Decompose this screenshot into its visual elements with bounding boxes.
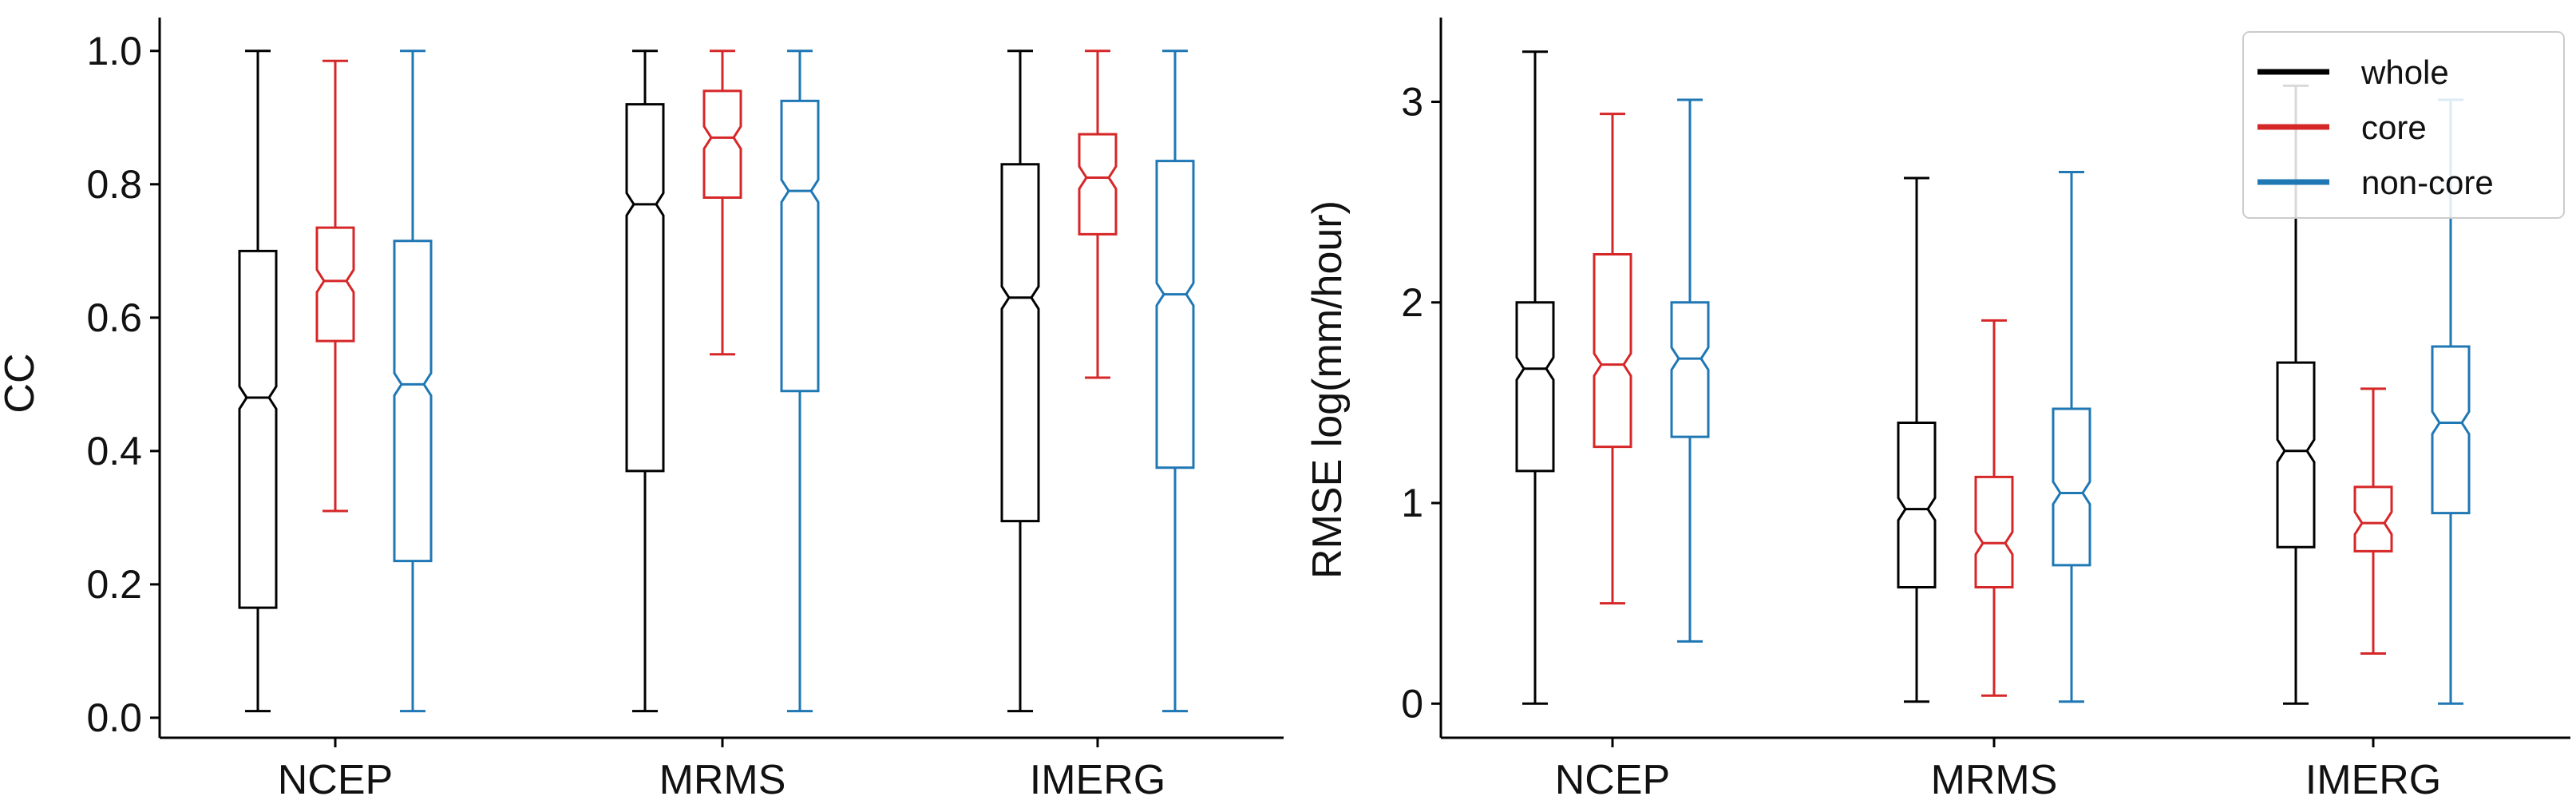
y-tick-label: 1.0 bbox=[86, 29, 142, 73]
box-whole-ncep bbox=[238, 249, 278, 609]
y-axis-title: RMSE log(mm/hour) bbox=[1304, 200, 1351, 579]
y-tick-label: 2 bbox=[1401, 280, 1423, 325]
y-tick-label: 1 bbox=[1401, 481, 1423, 525]
box-non-core-imerg bbox=[2431, 345, 2471, 515]
legend-frame bbox=[2242, 31, 2565, 219]
legend: whole core non-core bbox=[2242, 31, 2565, 219]
x-tick-label-ncep: NCEP bbox=[1555, 757, 1670, 803]
y-tick-label: 0.4 bbox=[86, 429, 142, 473]
y-tick-label: 0.0 bbox=[86, 695, 142, 740]
x-tick-label-imerg: IMERG bbox=[1030, 757, 1165, 803]
y-tick-label: 3 bbox=[1401, 80, 1423, 125]
cc-boxplot-panel: 0.0 0.2 0.4 0.6 0.8 1.0 NCEP MRMS IMERG CC bbox=[0, 18, 1284, 803]
y-tick-label: 0 bbox=[1401, 681, 1423, 726]
box-whole-imerg bbox=[2276, 361, 2316, 549]
box-whole-mrms bbox=[1897, 422, 1937, 589]
box-non-core-imerg bbox=[1155, 160, 1195, 469]
rmse-boxplot-panel: 0 1 2 3 NCEP MRMS IMERG RMSE log(mm/hour) whole c… bbox=[1304, 18, 2570, 803]
box-core-imerg bbox=[1078, 133, 1118, 236]
box-whole-imerg bbox=[1000, 163, 1040, 523]
box-non-core-mrms bbox=[780, 99, 820, 393]
box-core-ncep bbox=[315, 226, 355, 343]
y-tick-label: 0.2 bbox=[86, 562, 142, 607]
x-tick-label-imerg: IMERG bbox=[2305, 757, 2441, 803]
box-non-core-ncep bbox=[393, 240, 433, 563]
box-non-core-ncep bbox=[1670, 301, 1710, 438]
box-whole-ncep bbox=[1515, 301, 1555, 473]
y-tick-label: 0.8 bbox=[86, 162, 142, 207]
box-core-mrms bbox=[1974, 475, 2014, 589]
x-tick-label-ncep: NCEP bbox=[278, 757, 393, 803]
legend-label-whole: whole bbox=[2360, 53, 2449, 91]
box-core-mrms bbox=[702, 89, 742, 199]
y-tick-label: 0.6 bbox=[86, 295, 142, 340]
legend-label-core: core bbox=[2361, 109, 2427, 146]
x-tick-label-mrms: MRMS bbox=[659, 757, 786, 803]
box-core-ncep bbox=[1593, 252, 1632, 449]
x-tick-label-mrms: MRMS bbox=[1931, 757, 2058, 803]
legend-label-non-core: non-core bbox=[2361, 164, 2494, 201]
box-non-core-mrms bbox=[2052, 407, 2091, 567]
y-axis-title: CC bbox=[0, 353, 43, 413]
box-core-imerg bbox=[2353, 485, 2393, 553]
box-whole-mrms bbox=[625, 103, 665, 473]
